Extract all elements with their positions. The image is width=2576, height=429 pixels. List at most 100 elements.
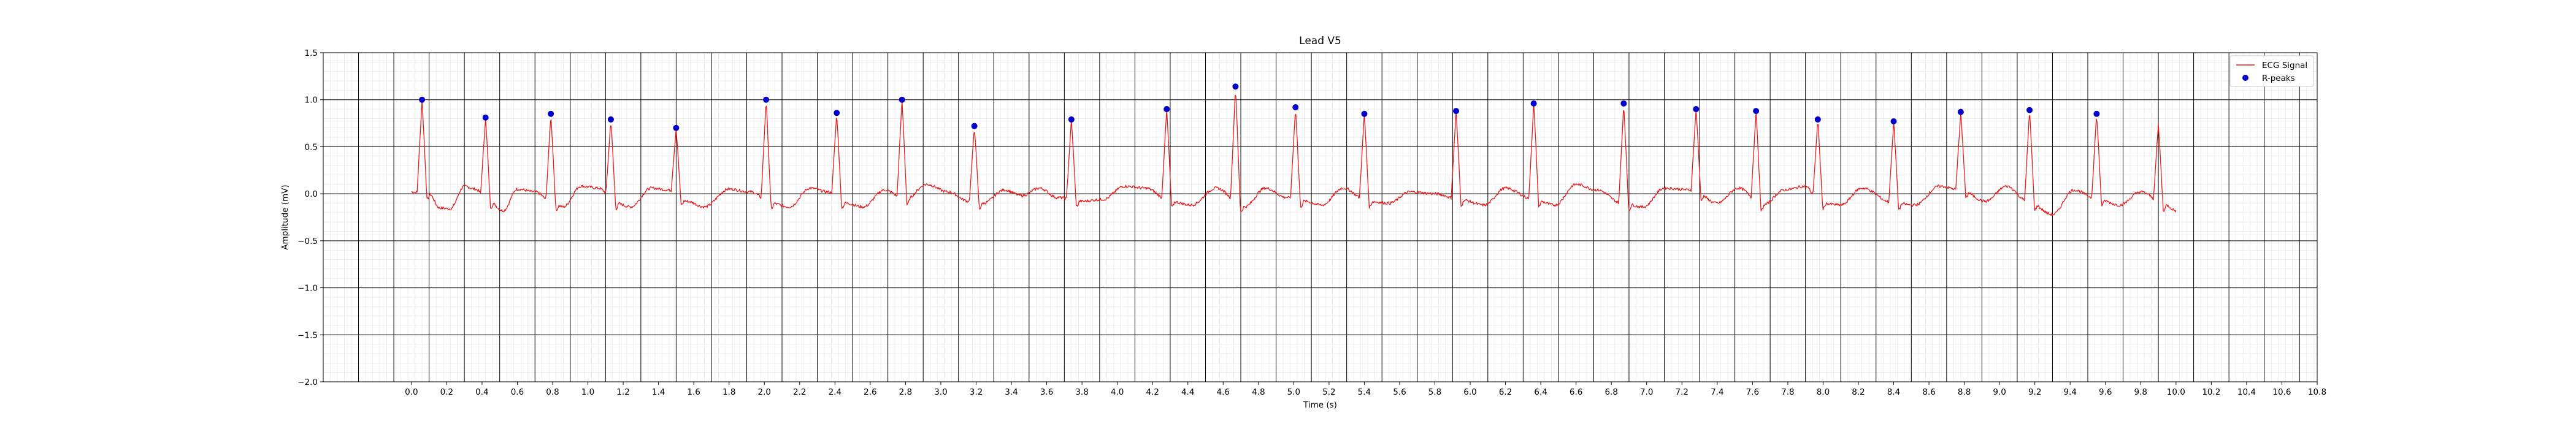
chart-title: Lead V5 bbox=[1299, 35, 1341, 47]
y-tick-label: −1.5 bbox=[297, 330, 318, 340]
x-tick-label: 8.0 bbox=[1817, 387, 1830, 397]
x-tick-label: 1.0 bbox=[581, 387, 594, 397]
y-tick-label: 0.0 bbox=[305, 189, 318, 199]
y-tick-label: 1.0 bbox=[305, 96, 318, 105]
axis-ticks: 0.0 0.2 0.4 0.6 0.8 1.0 1.2 1.4 1.6 1.8 2.0 2.2 2.4 2… bbox=[297, 48, 2326, 397]
r-peak-marker bbox=[1530, 100, 1537, 107]
x-tick-label: 0.2 bbox=[440, 387, 453, 397]
r-peak-marker bbox=[548, 110, 554, 117]
x-tick-label: 2.2 bbox=[793, 387, 806, 397]
r-peak-marker bbox=[971, 123, 978, 129]
x-tick-label: 2.6 bbox=[864, 387, 876, 397]
x-tick-label: 5.0 bbox=[1287, 387, 1300, 397]
r-peak-marker bbox=[1453, 108, 1460, 115]
r-peak-marker bbox=[1232, 83, 1239, 90]
x-tick-label: 2.0 bbox=[758, 387, 771, 397]
x-tick-label: 9.4 bbox=[2063, 387, 2076, 397]
x-tick-label: 6.4 bbox=[1534, 387, 1547, 397]
r-peaks-layer bbox=[419, 83, 2100, 131]
x-tick-label: 9.6 bbox=[2099, 387, 2112, 397]
x-tick-label: 9.0 bbox=[1993, 387, 2006, 397]
r-peak-marker bbox=[1163, 106, 1170, 113]
r-peak-marker bbox=[482, 114, 489, 121]
x-tick-label: 10.0 bbox=[2167, 387, 2185, 397]
x-tick-label: 9.2 bbox=[2028, 387, 2041, 397]
r-peak-marker bbox=[1292, 104, 1299, 110]
y-axis-label: Amplitude (mV) bbox=[280, 184, 290, 249]
x-tick-label: 2.4 bbox=[829, 387, 841, 397]
x-tick-label: 6.2 bbox=[1499, 387, 1512, 397]
x-tick-label: 10.8 bbox=[2308, 387, 2326, 397]
x-tick-label: 4.0 bbox=[1111, 387, 1124, 397]
x-tick-label: 3.4 bbox=[1005, 387, 1018, 397]
x-tick-label: 7.0 bbox=[1640, 387, 1653, 397]
x-tick-label: 7.6 bbox=[1746, 387, 1759, 397]
r-peak-marker bbox=[763, 96, 770, 103]
x-tick-label: 6.0 bbox=[1463, 387, 1476, 397]
x-tick-label: 3.2 bbox=[970, 387, 983, 397]
x-tick-label: 3.6 bbox=[1040, 387, 1053, 397]
r-peak-marker bbox=[1753, 108, 1760, 115]
x-tick-label: 1.6 bbox=[687, 387, 700, 397]
r-peak-marker bbox=[899, 96, 905, 103]
legend-label-ecg-signal: ECG Signal bbox=[2262, 61, 2307, 70]
x-tick-label: 6.6 bbox=[1570, 387, 1582, 397]
x-tick-label: 7.8 bbox=[1781, 387, 1794, 397]
ecg-signal-layer bbox=[411, 94, 2177, 216]
r-peak-marker bbox=[1620, 100, 1627, 107]
axes-frame bbox=[323, 52, 2318, 382]
x-tick-label: 4.8 bbox=[1252, 387, 1265, 397]
x-tick-label: 3.8 bbox=[1075, 387, 1088, 397]
legend: ECG Signal R-peaks bbox=[2229, 55, 2314, 87]
x-tick-label: 8.4 bbox=[1887, 387, 1900, 397]
x-tick-label: 7.4 bbox=[1711, 387, 1723, 397]
r-peak-marker bbox=[607, 116, 614, 123]
x-tick-label: 5.2 bbox=[1322, 387, 1335, 397]
r-peak-marker bbox=[673, 124, 680, 131]
x-tick-label: 2.8 bbox=[899, 387, 912, 397]
legend-label-r-peaks: R-peaks bbox=[2262, 74, 2295, 83]
y-tick-label: −0.5 bbox=[297, 237, 318, 246]
r-peak-marker bbox=[2093, 110, 2100, 117]
x-tick-label: 5.4 bbox=[1358, 387, 1371, 397]
x-tick-label: 5.8 bbox=[1428, 387, 1441, 397]
x-tick-label: 10.4 bbox=[2237, 387, 2256, 397]
ecg-signal-line bbox=[411, 94, 2177, 216]
r-peak-marker bbox=[1814, 116, 1821, 123]
x-tick-label: 9.8 bbox=[2134, 387, 2147, 397]
x-tick-label: 10.6 bbox=[2272, 387, 2291, 397]
x-tick-label: 1.4 bbox=[652, 387, 665, 397]
y-tick-label: −1.0 bbox=[297, 284, 318, 294]
x-tick-label: 0.8 bbox=[546, 387, 559, 397]
x-tick-label: 10.2 bbox=[2202, 387, 2220, 397]
r-peak-marker bbox=[2026, 107, 2033, 113]
x-tick-label: 1.2 bbox=[616, 387, 629, 397]
x-tick-label: 3.0 bbox=[934, 387, 947, 397]
y-tick-label: 0.5 bbox=[305, 142, 318, 152]
x-tick-label: 8.2 bbox=[1852, 387, 1865, 397]
minor-grid bbox=[323, 52, 2317, 382]
r-peak-marker bbox=[834, 110, 840, 116]
r-peak-marker bbox=[1693, 106, 1700, 113]
x-tick-label: 7.2 bbox=[1676, 387, 1689, 397]
x-tick-label: 0.4 bbox=[475, 387, 488, 397]
x-axis-label: Time (s) bbox=[1303, 400, 1337, 410]
r-peak-marker bbox=[1890, 118, 1897, 125]
r-peak-marker bbox=[1957, 108, 1964, 115]
x-tick-label: 8.6 bbox=[1922, 387, 1935, 397]
x-tick-label: 1.8 bbox=[723, 387, 735, 397]
x-tick-label: 4.6 bbox=[1217, 387, 1230, 397]
legend-marker-swatch bbox=[2242, 75, 2248, 81]
legend-box bbox=[2229, 55, 2314, 87]
y-tick-label: −2.0 bbox=[297, 378, 318, 387]
r-peak-marker bbox=[1361, 110, 1368, 117]
x-tick-label: 4.4 bbox=[1181, 387, 1194, 397]
x-tick-label: 4.2 bbox=[1146, 387, 1159, 397]
x-tick-label: 5.6 bbox=[1393, 387, 1406, 397]
x-tick-label: 0.0 bbox=[405, 387, 418, 397]
r-peak-marker bbox=[1068, 116, 1075, 123]
x-tick-label: 8.8 bbox=[1958, 387, 1971, 397]
r-peak-marker bbox=[419, 96, 426, 103]
